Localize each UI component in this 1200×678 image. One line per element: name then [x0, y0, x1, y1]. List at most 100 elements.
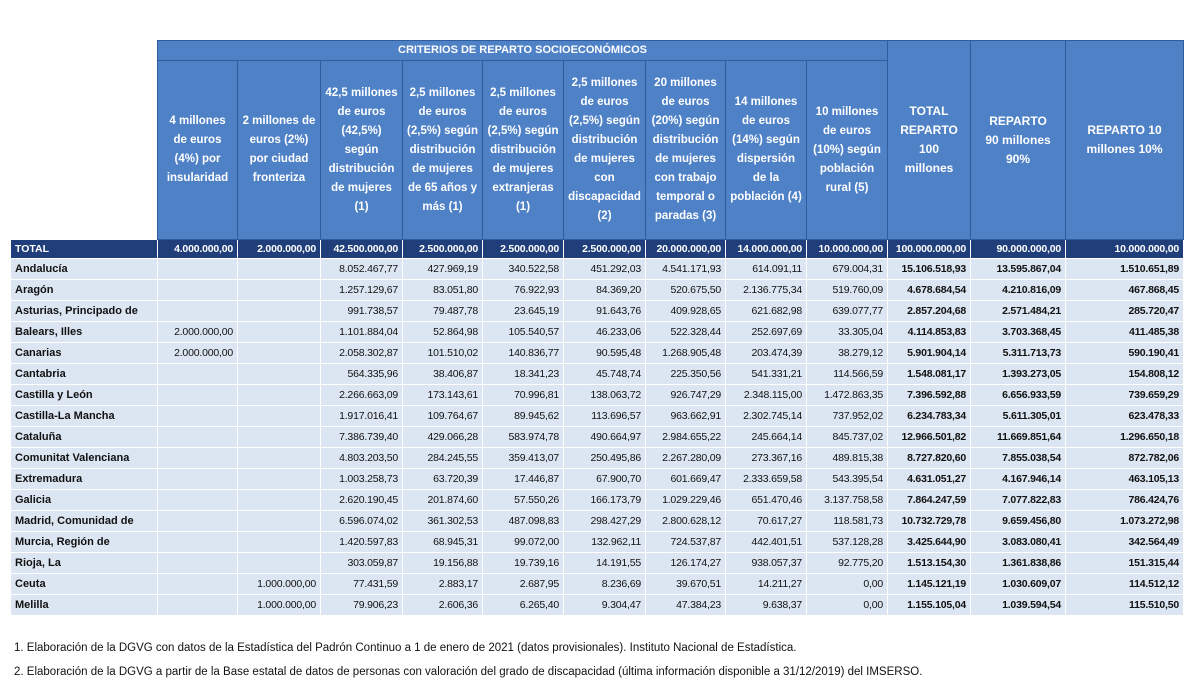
cell: 10.000.000,00 [1065, 239, 1184, 259]
cell: 6.234.783,34 [887, 405, 971, 427]
row-label: Balears, Illes [10, 321, 158, 343]
cell: 467.868,45 [1065, 279, 1184, 301]
cell: 490.664,97 [563, 426, 646, 448]
cell: 427.969,19 [402, 258, 483, 280]
cell: 250.495,86 [563, 447, 646, 469]
cell [157, 594, 238, 616]
cell: 2.606,36 [402, 594, 483, 616]
data-row: Murcia, Región de 1.420.597,83 68.945,31 99… [10, 531, 1184, 553]
cell: 2.266.663,09 [320, 384, 403, 406]
cell: 537.128,28 [806, 531, 888, 553]
cell: 451.292,03 [563, 258, 646, 280]
cell: 1.510.651,89 [1065, 258, 1184, 280]
cell: 114.566,59 [806, 363, 888, 385]
blank-cell [10, 40, 158, 240]
cell: 739.659,29 [1065, 384, 1184, 406]
footnote: 2. Elaboración de la DGVG a partir de la… [14, 666, 923, 678]
cell [237, 426, 321, 448]
cell: 583.974,78 [482, 426, 564, 448]
cell: 2.984.655,22 [645, 426, 726, 448]
cell: 47.384,23 [645, 594, 726, 616]
cell [157, 258, 238, 280]
cell: 225.350,56 [645, 363, 726, 385]
cell: 1.000.000,00 [237, 573, 321, 595]
cell: 564.335,96 [320, 363, 403, 385]
cell: 359.413,07 [482, 447, 564, 469]
row-label: Melilla [10, 594, 158, 616]
cell: 2.267.280,09 [645, 447, 726, 469]
cell [157, 426, 238, 448]
cell [237, 342, 321, 364]
data-row: Asturias, Principado de 991.738,57 79.487,… [10, 300, 1184, 322]
cell: 1.029.229,46 [645, 489, 726, 511]
cell [237, 405, 321, 427]
cell: 1.073.272,98 [1065, 510, 1184, 532]
cell: 1.548.081,17 [887, 363, 971, 385]
cell [237, 384, 321, 406]
cell: 90.000.000,00 [970, 239, 1066, 259]
cell: 2.620.190,45 [320, 489, 403, 511]
cell: 1.393.273,05 [970, 363, 1066, 385]
cell: 9.659.456,80 [970, 510, 1066, 532]
cell: 6.596.074,02 [320, 510, 403, 532]
cell: 0,00 [806, 594, 888, 616]
cell [237, 468, 321, 490]
cell: 0,00 [806, 573, 888, 595]
data-row: Castilla y León 2.266.663,09 173.143,61 70.… [10, 384, 1184, 406]
data-row: Cantabria 564.335,96 38.406,87 18.341,23 45.… [10, 363, 1184, 385]
cell [237, 510, 321, 532]
column-header: REPARTO 90 millones 90% [970, 40, 1066, 240]
cell: 13.595.867,04 [970, 258, 1066, 280]
cell: 963.662,91 [645, 405, 726, 427]
cell [157, 552, 238, 574]
cell [237, 489, 321, 511]
cell: 105.540,57 [482, 321, 564, 343]
cell: 342.564,49 [1065, 531, 1184, 553]
cell: 201.874,60 [402, 489, 483, 511]
cell: 519.760,09 [806, 279, 888, 301]
cell: 109.764,67 [402, 405, 483, 427]
cell: 154.808,12 [1065, 363, 1184, 385]
cell: 1.296.650,18 [1065, 426, 1184, 448]
cell: 8.052.467,77 [320, 258, 403, 280]
cell: 9.638,37 [725, 594, 807, 616]
data-row: Galicia 2.620.190,45 201.874,60 57.550,26 16… [10, 489, 1184, 511]
column-header: 2,5 millones de euros (2,5%) según distr… [482, 60, 564, 240]
cell: 522.328,44 [645, 321, 726, 343]
cell: 8.727.820,60 [887, 447, 971, 469]
cell: 4.167.946,14 [970, 468, 1066, 490]
cell: 245.664,14 [725, 426, 807, 448]
cell: 872.782,06 [1065, 447, 1184, 469]
group-header: CRITERIOS DE REPARTO SOCIOECONÓMICOS [157, 40, 888, 61]
data-row: Comunitat Valenciana 4.803.203,50 284.245,… [10, 447, 1184, 469]
cell: 991.738,57 [320, 300, 403, 322]
cell: 3.425.644,90 [887, 531, 971, 553]
cell: 2.000.000,00 [157, 342, 238, 364]
cell: 3.083.080,41 [970, 531, 1066, 553]
cell: 6.656.933,59 [970, 384, 1066, 406]
data-row: Balears, Illes 2.000.000,00 1.101.884,04 52… [10, 321, 1184, 343]
cell: 303.059,87 [320, 552, 403, 574]
cell: 4.000.000,00 [157, 239, 238, 259]
cell: 83.051,80 [402, 279, 483, 301]
row-label: Cantabria [10, 363, 158, 385]
cell: 284.245,55 [402, 447, 483, 469]
cell: 1.003.258,73 [320, 468, 403, 490]
cell [157, 300, 238, 322]
cell: 5.311.713,73 [970, 342, 1066, 364]
cell: 5.901.904,14 [887, 342, 971, 364]
cell: 39.670,51 [645, 573, 726, 595]
cell [157, 531, 238, 553]
cell: 14.191,55 [563, 552, 646, 574]
data-row: Ceuta 1.000.000,00 77.431,59 2.883,17 2.687,… [10, 573, 1184, 595]
cell: 590.190,41 [1065, 342, 1184, 364]
cell: 2.500.000,00 [402, 239, 483, 259]
row-label: Murcia, Región de [10, 531, 158, 553]
row-label: Madrid, Comunidad de [10, 510, 158, 532]
cell: 411.485,38 [1065, 321, 1184, 343]
footnote: 1. Elaboración de la DGVG con datos de l… [14, 642, 797, 654]
cell: 20.000.000,00 [645, 239, 726, 259]
cell: 601.669,47 [645, 468, 726, 490]
cell: 679.004,31 [806, 258, 888, 280]
